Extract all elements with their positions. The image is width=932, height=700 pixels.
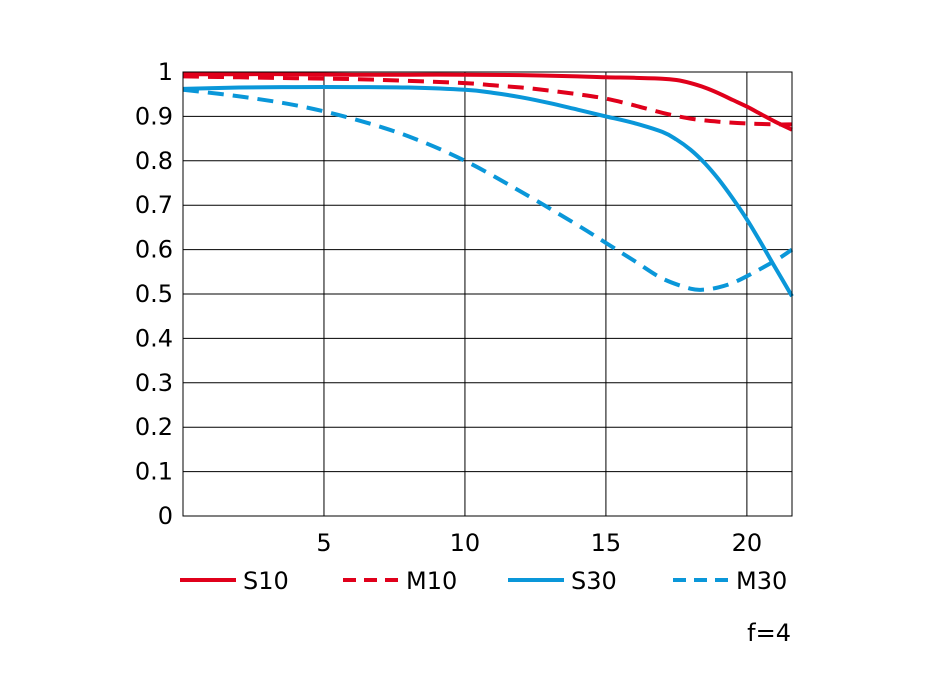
series-layer <box>182 72 794 298</box>
y-tick-label: 0 <box>158 502 173 530</box>
y-tick-label: 0.8 <box>135 147 173 175</box>
series-line-m30 <box>182 87 794 292</box>
x-tick-label: 10 <box>450 529 481 557</box>
y-tick-label: 0.9 <box>135 102 173 130</box>
grid-layer <box>183 71 792 517</box>
x-tick-label: 5 <box>316 529 331 557</box>
legend-label-s10: S10 <box>243 567 289 595</box>
y-tick-label: 0.3 <box>135 369 173 397</box>
legend-label-m10: M10 <box>406 567 457 595</box>
axis-layer: 00.10.20.30.40.50.60.70.80.915 10 15 20 <box>135 58 762 557</box>
y-tick-label: 0.5 <box>135 280 173 308</box>
y-tick-label: 0.2 <box>135 413 173 441</box>
series-line-m10 <box>182 74 793 127</box>
y-tick-label: 1 <box>158 58 173 86</box>
y-tick-label: 0.4 <box>135 324 173 352</box>
series-line-s30 <box>182 85 794 298</box>
y-tick-label: 0.1 <box>135 458 173 486</box>
plot-frame <box>182 71 793 517</box>
y-tick-label: 0.7 <box>135 191 173 219</box>
legend-label-s30: S30 <box>571 567 617 595</box>
series-line-s10 <box>183 72 793 132</box>
y-tick-label: 0.6 <box>135 236 173 264</box>
legend: S10 M10 S30 M30 <box>180 567 787 595</box>
aperture-annotation: f=4 <box>747 619 791 647</box>
legend-label-m30: M30 <box>736 567 787 595</box>
x-tick-label: 15 <box>591 529 622 557</box>
x-tick-label: 20 <box>732 529 763 557</box>
